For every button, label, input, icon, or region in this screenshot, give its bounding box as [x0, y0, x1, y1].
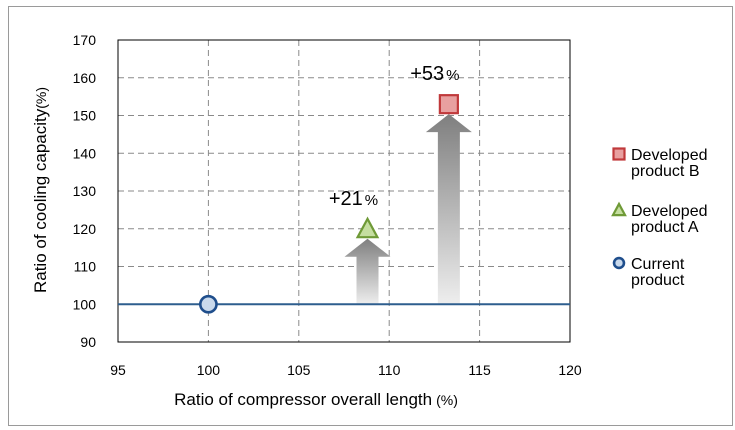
tick-labels: 95 100 105 110 115 120 90 100 110 120 130 140 150 160… — [73, 32, 582, 378]
triangle-marker — [355, 216, 380, 239]
increase-annotation: +21% — [329, 188, 378, 210]
triangle-marker — [611, 201, 627, 217]
x-tick-label: 120 — [558, 362, 582, 378]
increase-arrow — [425, 114, 472, 305]
chart-frame — [8, 6, 733, 426]
legend-label: Developed — [631, 203, 708, 220]
y-tick-label: 150 — [73, 108, 97, 124]
increase-annotation: +53% — [410, 63, 459, 85]
annotations: +53 % +21% — [329, 63, 460, 210]
increase-arrow — [344, 238, 391, 305]
legend-label: Developed — [631, 147, 708, 164]
square-marker — [438, 94, 459, 115]
y-tick-label: 110 — [74, 259, 97, 275]
data-markers — [198, 94, 459, 314]
plot-area — [117, 39, 571, 343]
y-axis-label: Ratio of cooling capacity(%) — [31, 87, 50, 293]
circle-marker — [198, 294, 218, 314]
circle-marker — [612, 256, 626, 270]
y-tick-label: 170 — [73, 32, 97, 48]
legend-label: Current — [631, 256, 685, 273]
square-marker — [612, 147, 626, 161]
y-tick-label: 160 — [73, 70, 97, 86]
y-tick-label: 90 — [80, 334, 96, 350]
x-tick-label: 105 — [287, 362, 311, 378]
x-tick-label: 100 — [197, 362, 221, 378]
y-tick-label: 140 — [73, 145, 97, 161]
y-tick-label: 130 — [73, 183, 97, 199]
x-axis-label: Ratio of compressor overall length (%) — [174, 390, 458, 409]
x-tick-label: 115 — [468, 362, 491, 378]
x-tick-label: 95 — [110, 362, 126, 378]
y-tick-label: 120 — [73, 221, 97, 237]
legend-label: product B — [631, 163, 699, 180]
y-tick-label: 100 — [73, 296, 97, 312]
increase-arrows — [344, 114, 472, 305]
legend-label: product — [631, 272, 685, 289]
x-tick-label: 110 — [378, 362, 401, 378]
legend-label: product A — [631, 219, 699, 236]
